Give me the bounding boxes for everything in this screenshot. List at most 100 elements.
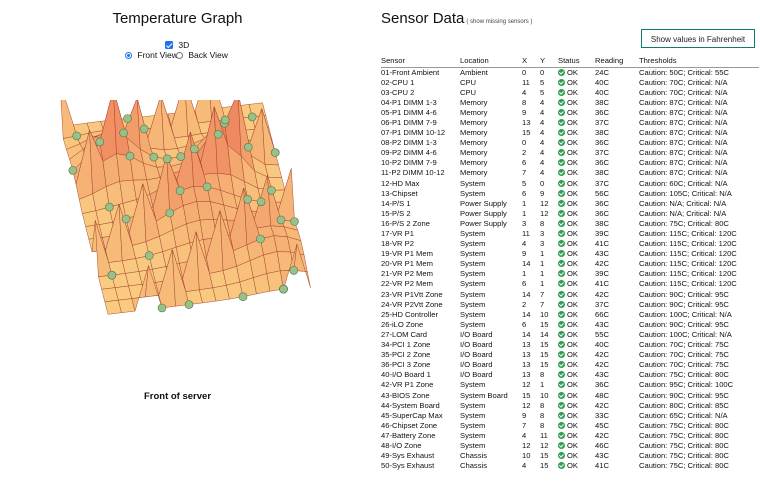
sensor-y: 12 <box>540 208 549 218</box>
sensor-marker[interactable] <box>279 284 288 294</box>
sensor-marker[interactable] <box>119 128 128 138</box>
sensor-thresholds: Caution: 70C; Critical: 75C <box>639 350 729 360</box>
sensor-reading: 56C <box>595 188 609 198</box>
sensor-marker[interactable] <box>157 303 167 313</box>
sensor-name: 36-PCI 3 Zone <box>381 360 431 370</box>
sensor-status: OK <box>558 179 595 189</box>
sensor-y: 1 <box>540 279 545 289</box>
sensor-x: 12 <box>522 440 531 450</box>
sensor-marker[interactable] <box>271 148 280 157</box>
sensor-reading: 33C <box>595 410 609 420</box>
sensor-marker[interactable] <box>190 144 199 154</box>
sensor-marker[interactable] <box>139 124 149 134</box>
sensor-name: 35-PCI 2 Zone <box>381 350 431 360</box>
show-missing-sensors-link[interactable]: ( show missing sensors ) <box>466 19 533 25</box>
radio-front-view[interactable]: Front View <box>125 50 178 60</box>
sensor-marker[interactable] <box>220 115 230 125</box>
sensor-marker[interactable] <box>165 208 175 218</box>
table-row: 22-VR P2 Mem System 6 1 OK 41C Caution: 115C; … <box>381 279 759 289</box>
sensor-thresholds: Caution: 90C; Critical: 95C <box>639 289 729 299</box>
sensor-x: 7 <box>522 420 527 430</box>
check-circle-icon <box>558 129 565 137</box>
sensor-y: 7 <box>540 299 545 309</box>
sensor-marker[interactable] <box>144 251 154 260</box>
sensor-y: 15 <box>540 340 549 350</box>
sensor-marker[interactable] <box>238 292 248 301</box>
sensor-marker[interactable] <box>256 234 265 244</box>
toggle-3d[interactable]: 3D <box>165 40 189 50</box>
sensor-marker[interactable] <box>202 182 212 192</box>
sensor-name: 34-PCI 1 Zone <box>381 340 431 350</box>
sensor-thresholds: Caution: 75C; Critical: 80C <box>639 440 729 450</box>
status-text: OK <box>567 239 578 249</box>
sensor-y: 1 <box>540 259 545 269</box>
sensor-marker[interactable] <box>290 217 299 226</box>
sensor-marker[interactable] <box>121 214 131 224</box>
sensor-marker[interactable] <box>243 195 252 204</box>
sensor-status: OK <box>558 310 595 320</box>
sensor-x: 9 <box>522 410 527 420</box>
sensor-marker[interactable] <box>256 197 266 207</box>
sensor-thresholds: Caution: 115C; Critical: 120C <box>639 279 737 289</box>
check-circle-icon <box>558 209 565 217</box>
status-text: OK <box>567 390 578 400</box>
sensor-y: 3 <box>540 239 545 249</box>
sensor-name: 24-VR P2Vtt Zone <box>381 299 443 309</box>
sensor-name: 15-P/S 2 <box>381 208 411 218</box>
sensor-marker[interactable] <box>276 215 286 225</box>
sensor-marker[interactable] <box>95 137 105 147</box>
radio-front-icon[interactable] <box>125 52 132 59</box>
sensor-thresholds: Caution: 65C; Critical: N/A <box>639 410 728 420</box>
sensor-location: System <box>460 380 486 390</box>
surface-cell <box>170 100 189 139</box>
sensor-marker[interactable] <box>289 266 299 275</box>
sensor-marker[interactable] <box>176 152 186 161</box>
sensor-marker[interactable] <box>184 300 194 309</box>
sensor-thresholds: Caution: 90C; Critical: 95C <box>639 390 729 400</box>
table-row: 34-PCI 1 Zone I/O Board 13 15 OK 40C Caution: … <box>381 340 759 350</box>
sensor-x: 0 <box>522 67 527 77</box>
sensor-status: OK <box>558 279 595 289</box>
sensor-x: 8 <box>522 97 527 107</box>
table-row: 35-PCI 2 Zone I/O Board 13 15 OK 42C Caution: … <box>381 350 759 360</box>
fahrenheit-button[interactable]: Show values in Fahrenheit <box>641 29 755 48</box>
sensor-reading: 42C <box>595 350 609 360</box>
sensor-reading: 37C <box>595 117 609 127</box>
checkbox-3d[interactable] <box>165 41 173 49</box>
sensor-marker[interactable] <box>163 154 172 164</box>
sensor-location: Chassis <box>460 451 488 461</box>
sensor-location: System <box>460 309 486 319</box>
radio-back-icon[interactable] <box>176 52 183 59</box>
check-circle-icon <box>558 108 565 116</box>
radio-back-view[interactable]: Back View <box>176 50 228 60</box>
sensor-marker[interactable] <box>267 186 276 195</box>
sensor-marker[interactable] <box>68 166 78 175</box>
sensor-marker[interactable] <box>105 202 114 212</box>
sensor-location: System <box>460 430 486 440</box>
sensor-status: OK <box>558 401 595 411</box>
sensor-marker[interactable] <box>107 270 117 280</box>
sensor-location: I/O Board <box>460 360 493 370</box>
sensor-thresholds: Caution: 70C; Critical: 75C <box>639 340 729 350</box>
sensor-y: 8 <box>540 420 545 430</box>
sensor-data-heading: Sensor Data <box>381 10 465 27</box>
temperature-surface-3d[interactable] <box>40 100 330 385</box>
status-text: OK <box>567 188 578 198</box>
sensor-marker[interactable] <box>247 112 257 122</box>
sensor-marker[interactable] <box>125 151 135 161</box>
sensor-marker[interactable] <box>175 186 185 195</box>
sensor-marker[interactable] <box>72 131 82 141</box>
sensor-location: Power Supply <box>460 198 507 208</box>
status-text: OK <box>567 107 578 117</box>
sensor-marker[interactable] <box>123 114 132 123</box>
check-circle-icon <box>558 189 565 197</box>
table-row: 42-VR P1 Zone System 12 1 OK 36C Caution: 95C;… <box>381 380 759 390</box>
table-row: 11-P2 DIMM 10-12 Memory 7 4 OK 38C Caution: 87… <box>381 168 759 178</box>
sensor-marker[interactable] <box>149 152 159 162</box>
sensor-status: OK <box>558 199 595 209</box>
sensor-marker[interactable] <box>213 129 223 139</box>
sensor-marker[interactable] <box>244 142 253 152</box>
sensor-location: Memory <box>460 138 488 148</box>
table-row: 16-P/S 2 Zone Power Supply 3 8 OK 38C Caution:… <box>381 219 759 229</box>
sensor-x: 12 <box>522 380 531 390</box>
